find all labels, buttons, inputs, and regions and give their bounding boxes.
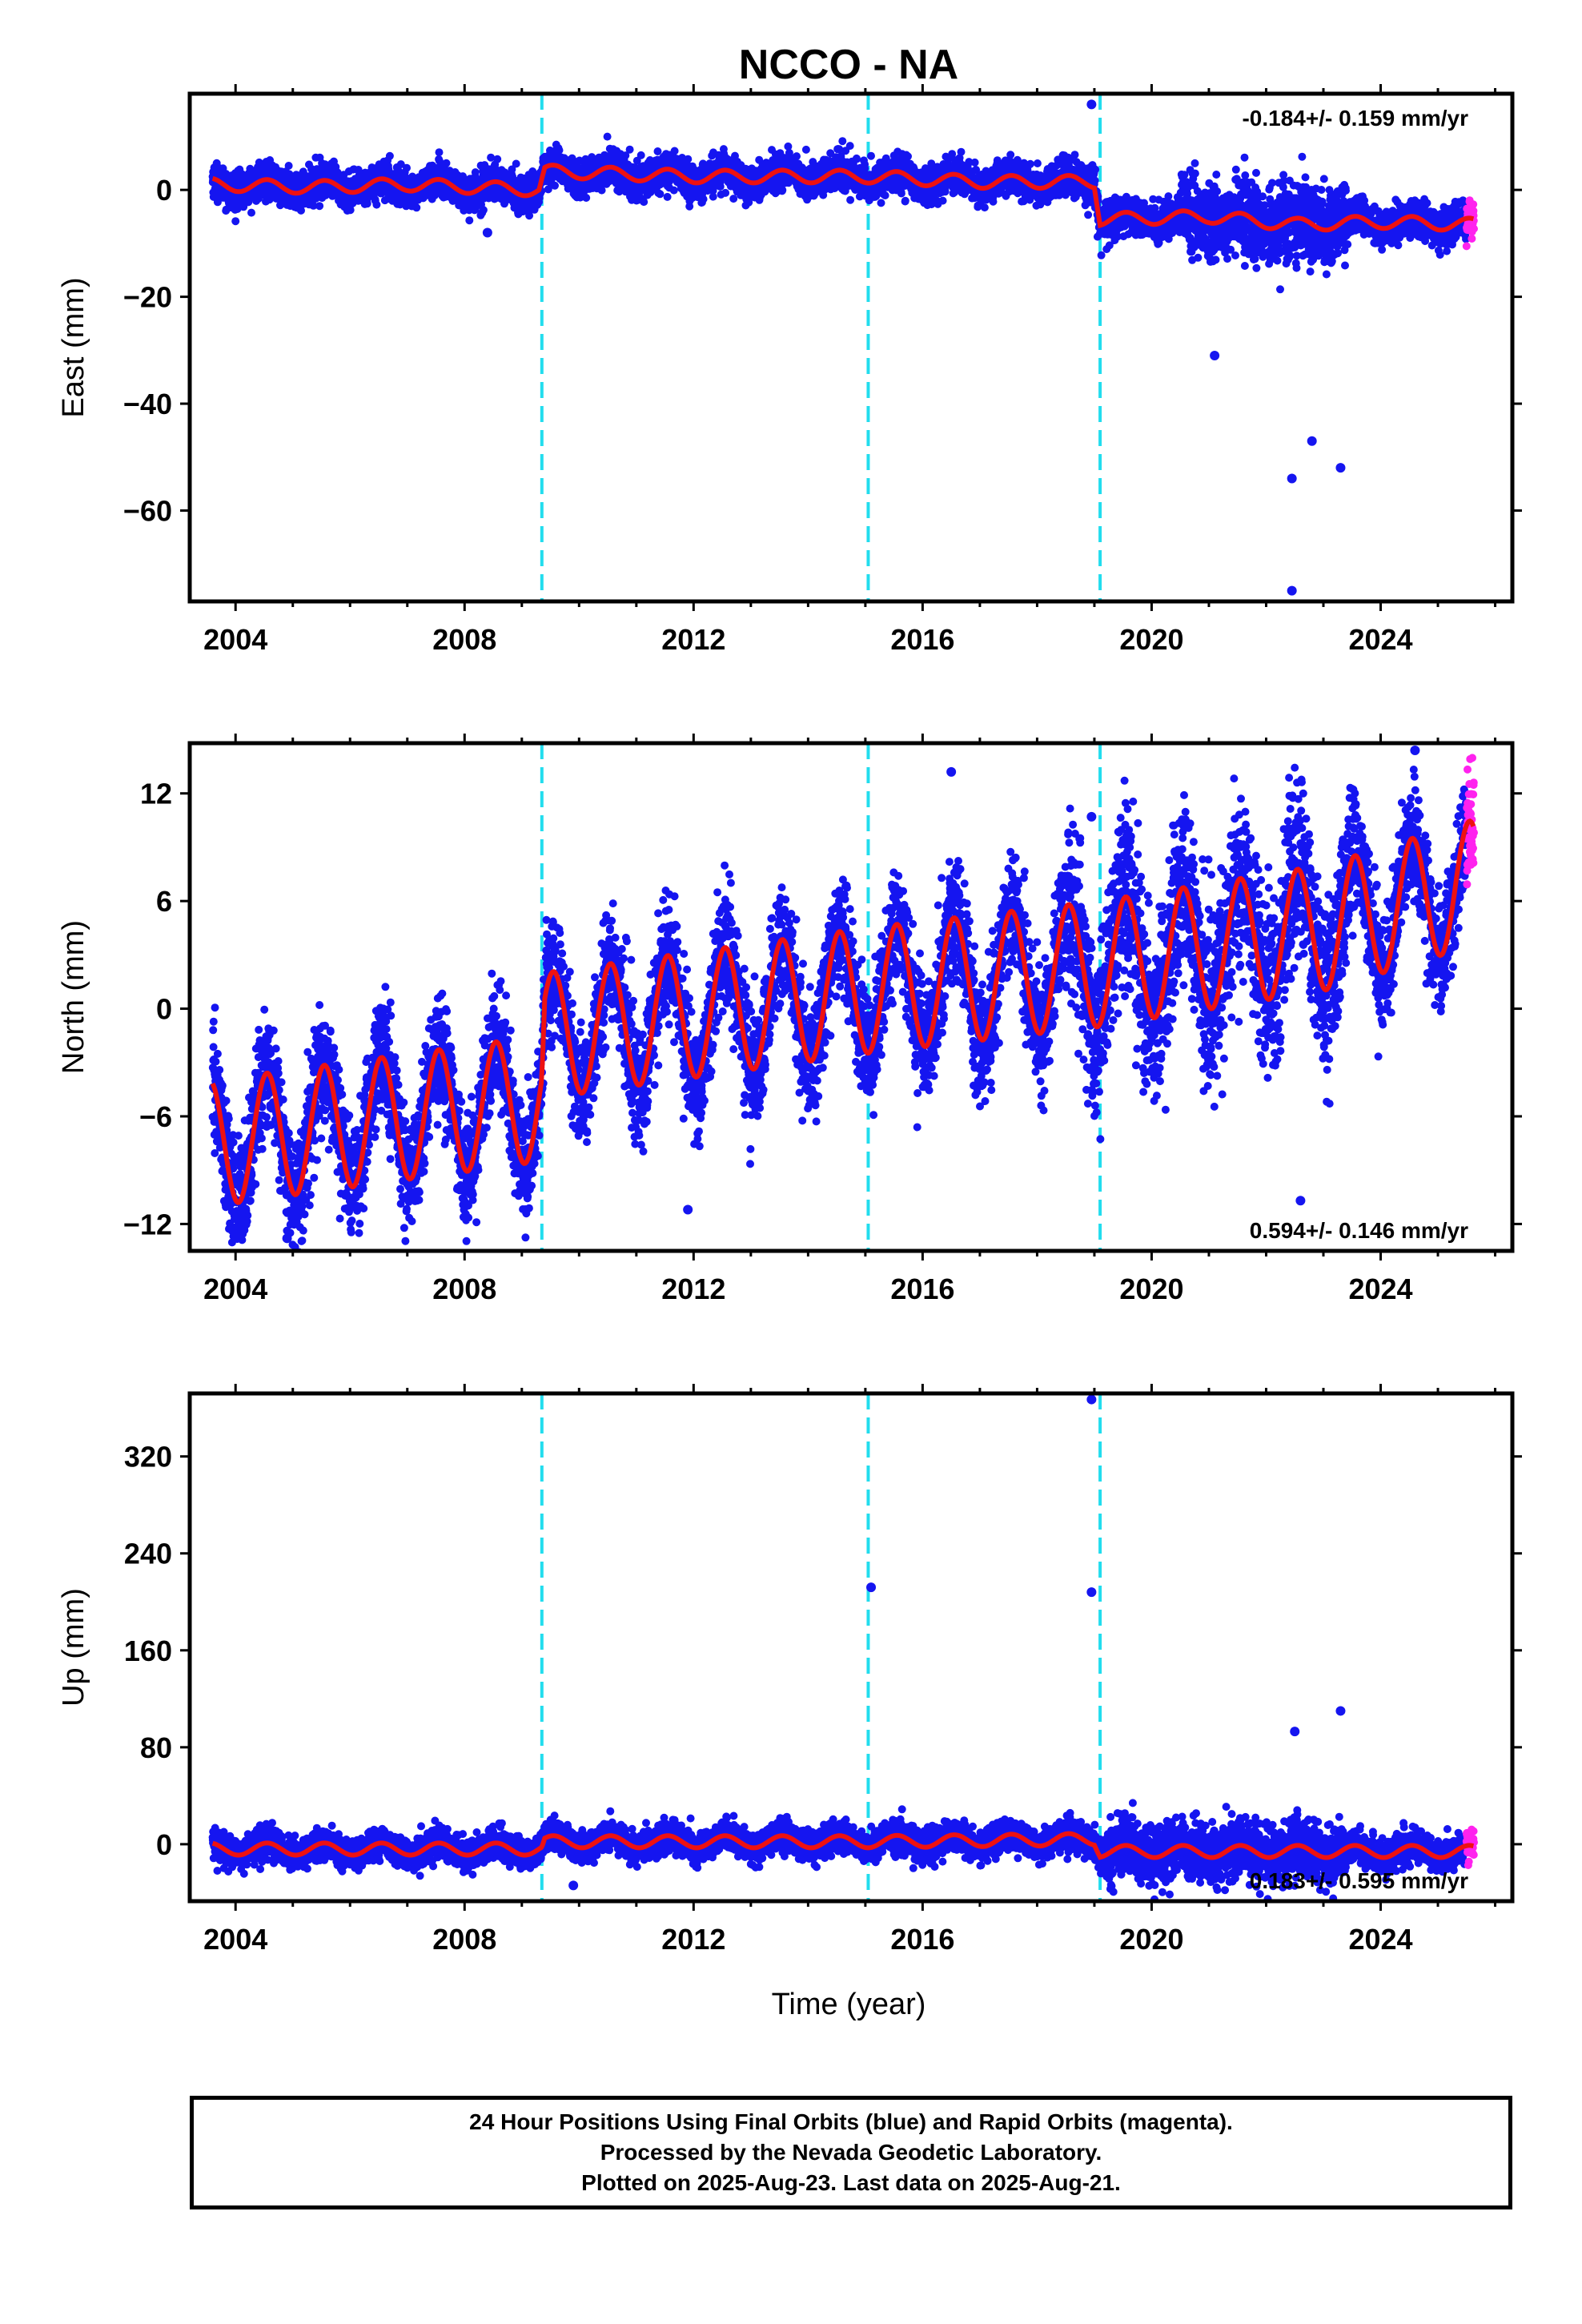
y-tick-label: 6 <box>156 885 172 918</box>
y-tick-label: 12 <box>140 778 172 810</box>
y-axis-title: East (mm) <box>57 277 90 417</box>
y-tick-label: 240 <box>124 1538 172 1570</box>
y-tick-label: 80 <box>140 1731 172 1764</box>
outlier-point-3 <box>946 767 956 777</box>
outlier-point-5 <box>1307 436 1317 446</box>
outlier-point-6 <box>1210 351 1219 360</box>
x-tick-label: 2008 <box>432 1273 496 1305</box>
panel-east: 2004 2008 2012 2016 2020 2024 0 −20 −40 −60 East (… <box>57 84 1522 656</box>
outlier-point-6 <box>568 1880 578 1890</box>
outlier-point-3 <box>1086 1587 1096 1597</box>
outlier-point-4 <box>1335 463 1345 472</box>
outlier-point-1 <box>283 1233 292 1243</box>
rate-label: 0.183+/- 0.595 mm/yr <box>1250 1868 1468 1893</box>
x-tick-label: 2004 <box>203 1273 267 1305</box>
y-tick-label: −20 <box>123 281 172 314</box>
x-tick-label: 2024 <box>1348 1273 1412 1305</box>
final-orbit-dots <box>209 764 1471 1281</box>
x-tick-label: 2008 <box>432 1923 496 1956</box>
outlier-point-4 <box>1335 1706 1345 1715</box>
x-tick-label: 2012 <box>661 1273 725 1305</box>
x-tick-label: 2020 <box>1119 623 1183 656</box>
rate-label: -0.184+/- 0.159 mm/yr <box>1242 106 1468 131</box>
panel-up: 2004 2008 2012 2016 2020 2024 320 240 160 80 0 Up (… <box>57 1384 1522 1956</box>
y-tick-label: −12 <box>123 1208 172 1240</box>
outlier-point-5 <box>1410 746 1419 755</box>
outlier-point-2 <box>866 1582 876 1592</box>
y-axis-title: North (mm) <box>57 920 90 1074</box>
plot-area <box>209 743 1478 1281</box>
x-tick-label: 2004 <box>203 1923 267 1956</box>
y-tick-label: 0 <box>156 1828 172 1861</box>
x-tick-label: 2024 <box>1348 1923 1412 1956</box>
y-tick-label: 0 <box>156 993 172 1026</box>
final-orbit-dots <box>209 133 1471 294</box>
x-tick-label: 2016 <box>890 1923 954 1956</box>
footer-caption: 24 Hour Positions Using Final Orbits (bl… <box>190 2096 1512 2209</box>
outlier-point-3 <box>1287 474 1297 484</box>
y-tick-label: 160 <box>124 1634 172 1667</box>
outlier-point-7 <box>483 228 492 238</box>
y-tick-label: −60 <box>123 495 172 528</box>
outlier-point-6 <box>1086 812 1096 822</box>
rate-label: 0.594+/- 0.146 mm/yr <box>1250 1218 1468 1243</box>
y-tick-label: −6 <box>139 1100 172 1133</box>
x-tick-label: 2016 <box>890 1273 954 1305</box>
outlier-point-1 <box>1086 1395 1096 1405</box>
y-tick-label: 0 <box>156 174 172 207</box>
y-tick-label: −40 <box>123 388 172 420</box>
y-tick-label: 320 <box>124 1441 172 1474</box>
final-orbit-points <box>209 764 1471 1281</box>
x-tick-label: 2004 <box>203 623 267 656</box>
x-tick-label: 2012 <box>661 1923 725 1956</box>
outlier-point-2 <box>1287 586 1297 596</box>
x-tick-label: 2020 <box>1119 1923 1183 1956</box>
final-orbit-points <box>209 133 1471 294</box>
x-tick-label: 2012 <box>661 623 725 656</box>
footer-line-2: Processed by the Nevada Geodetic Laborat… <box>600 2137 1102 2168</box>
x-tick-label: 2024 <box>1348 623 1412 656</box>
y-axis-title: Up (mm) <box>57 1588 90 1707</box>
outlier-point-2 <box>683 1204 693 1214</box>
footer-line-3: Plotted on 2025-Aug-23. Last data on 202… <box>581 2168 1121 2198</box>
plot-area <box>209 94 1478 601</box>
outlier-point-5 <box>1290 1727 1299 1736</box>
outlier-point-4 <box>1295 1196 1305 1205</box>
x-tick-label: 2008 <box>432 623 496 656</box>
panel-north: 2004 2008 2012 2016 2020 2024 12 6 0 −6 −12 North (… <box>57 734 1522 1305</box>
x-tick-label: 2020 <box>1119 1273 1183 1305</box>
x-axis-title: Time (year) <box>772 1988 926 2021</box>
footer-line-1: 24 Hour Positions Using Final Orbits (bl… <box>469 2107 1233 2137</box>
chart-title: NCCO - NA <box>739 42 958 88</box>
plot-area <box>209 1393 1478 1904</box>
x-tick-label: 2016 <box>890 623 954 656</box>
outlier-point-1 <box>1086 99 1096 109</box>
